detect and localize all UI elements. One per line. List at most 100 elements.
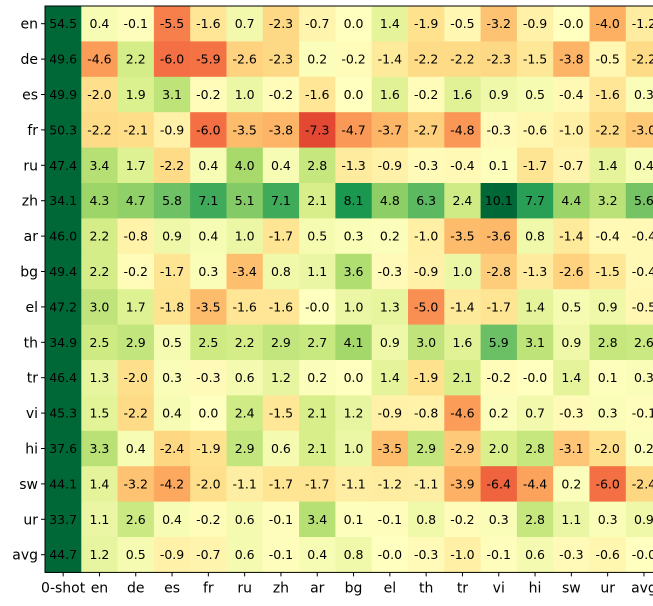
cell-value-label: -1.5 (595, 264, 619, 279)
x-tick-label: bg (345, 580, 363, 596)
heatmap-cell (262, 218, 300, 255)
heatmap-cell (480, 501, 518, 538)
cell-value-label: 0.3 (198, 264, 218, 279)
cell-value-label: -1.4 (378, 52, 402, 67)
heatmap-cell (516, 41, 554, 78)
cell-value-label: 0.5 (126, 547, 146, 562)
heatmap-cell (226, 501, 264, 538)
heatmap-cell (516, 218, 554, 255)
cell-value-label: -0.9 (378, 406, 402, 421)
heatmap-cell (408, 360, 445, 396)
cell-value-label: 0.1 (489, 158, 509, 173)
heatmap-cell (371, 76, 409, 113)
cell-value-label: 2.1 (307, 193, 327, 208)
cell-value-label: 0.2 (561, 476, 581, 491)
heatmap-cell (117, 6, 155, 42)
cell-value-label: -1.0 (559, 122, 583, 137)
cell-value-label: -1.1 (341, 476, 365, 491)
cell-value-label: 1.5 (90, 406, 110, 421)
cell-value-label: 0.9 (162, 229, 182, 244)
cell-value-label: 2.7 (307, 335, 327, 350)
cell-value-label: 5.6 (634, 193, 653, 208)
heatmap-cell (45, 218, 82, 255)
heatmap-cell (589, 395, 627, 432)
cell-value-label: -2.7 (414, 122, 438, 137)
heatmap-cell (553, 324, 590, 361)
heatmap-cell (226, 537, 264, 573)
y-axis: en de es fr ru zh ar bg el th tr vi hi sw ur avg (12, 17, 45, 564)
cell-value-label: -0.9 (414, 264, 438, 279)
heatmap-cell (299, 289, 336, 326)
heatmap-cell (262, 466, 300, 503)
heatmap-cell (444, 6, 482, 42)
cell-value-label: 3.4 (307, 512, 327, 527)
cell-value-label: 2.1 (307, 441, 327, 456)
heatmap-cell (117, 76, 155, 113)
heatmap-cell (625, 218, 653, 255)
cell-value-label: -0.7 (196, 547, 220, 562)
cell-value-label: -3.4 (232, 264, 256, 279)
cell-value-label: 0.1 (598, 370, 618, 385)
heatmap-cell (480, 218, 518, 255)
cell-value-label: 3.4 (90, 158, 110, 173)
heatmap-cell (299, 218, 336, 255)
cell-value-label: 1.6 (453, 87, 473, 102)
heatmap-cell (516, 360, 554, 396)
heatmap-cell (480, 76, 518, 113)
heatmap-cell (335, 41, 373, 78)
cell-value-label: -1.2 (632, 16, 653, 31)
cell-value-label: 0.9 (598, 299, 618, 314)
heatmap-cell (299, 466, 336, 503)
cell-value-label: -5.5 (160, 16, 184, 31)
cell-value-label: -0.7 (559, 158, 583, 173)
cell-value-label: 4.7 (126, 193, 146, 208)
heatmap-cell (81, 253, 119, 290)
x-tick-label: th (419, 580, 433, 596)
x-tick-label: zh (273, 580, 289, 596)
cell-value-label: 0.5 (561, 299, 581, 314)
heatmap-cell (190, 324, 227, 361)
heatmap-cells (45, 6, 653, 573)
heatmap-cell (299, 112, 336, 149)
cell-value-label: 4.1 (344, 335, 364, 350)
heatmap-cell (516, 430, 554, 467)
heatmap-cell (153, 6, 191, 42)
cell-value-label: -3.5 (378, 441, 402, 456)
cell-value-label: -2.0 (595, 441, 619, 456)
x-tick-label: ar (310, 580, 325, 596)
cell-value-label: -5.9 (196, 52, 220, 67)
cell-value-label: 44.7 (49, 547, 77, 562)
cell-value-label: 7.1 (198, 193, 218, 208)
cell-value-label: -1.5 (269, 406, 293, 421)
cell-value-label: -0.3 (414, 158, 438, 173)
heatmap-cell (589, 430, 627, 467)
heatmap-cell (480, 395, 518, 432)
cell-value-label: -2.9 (450, 441, 474, 456)
cell-value-label: 49.6 (49, 52, 77, 67)
heatmap-cell (444, 112, 482, 149)
heatmap-cell (553, 147, 590, 184)
heatmap-cell (45, 537, 82, 573)
heatmap-cell (190, 537, 227, 573)
cell-value-label: -2.2 (414, 52, 438, 67)
heatmap-cell (444, 183, 482, 219)
cell-value-label: -3.7 (378, 122, 402, 137)
heatmap-cell (589, 112, 627, 149)
cell-value-label: 0.0 (344, 16, 364, 31)
cell-value-label: 49.9 (49, 87, 77, 102)
heatmap-cell (480, 253, 518, 290)
heatmap-cell (444, 466, 482, 503)
heatmap-cell (117, 147, 155, 184)
cell-value-label: -1.3 (341, 158, 365, 173)
heatmap-cell (480, 183, 518, 219)
heatmap-cell (408, 324, 445, 361)
heatmap-cell (589, 218, 627, 255)
cell-value-label: -0.1 (487, 547, 511, 562)
cell-value-label: 2.6 (634, 335, 653, 350)
cell-value-label: -4.4 (523, 476, 547, 491)
cell-value-label: -3.0 (632, 122, 653, 137)
cell-value-label: 0.5 (307, 229, 327, 244)
heatmap-cell (262, 253, 300, 290)
heatmap-cell (371, 430, 409, 467)
cell-value-label: 0.4 (634, 158, 653, 173)
